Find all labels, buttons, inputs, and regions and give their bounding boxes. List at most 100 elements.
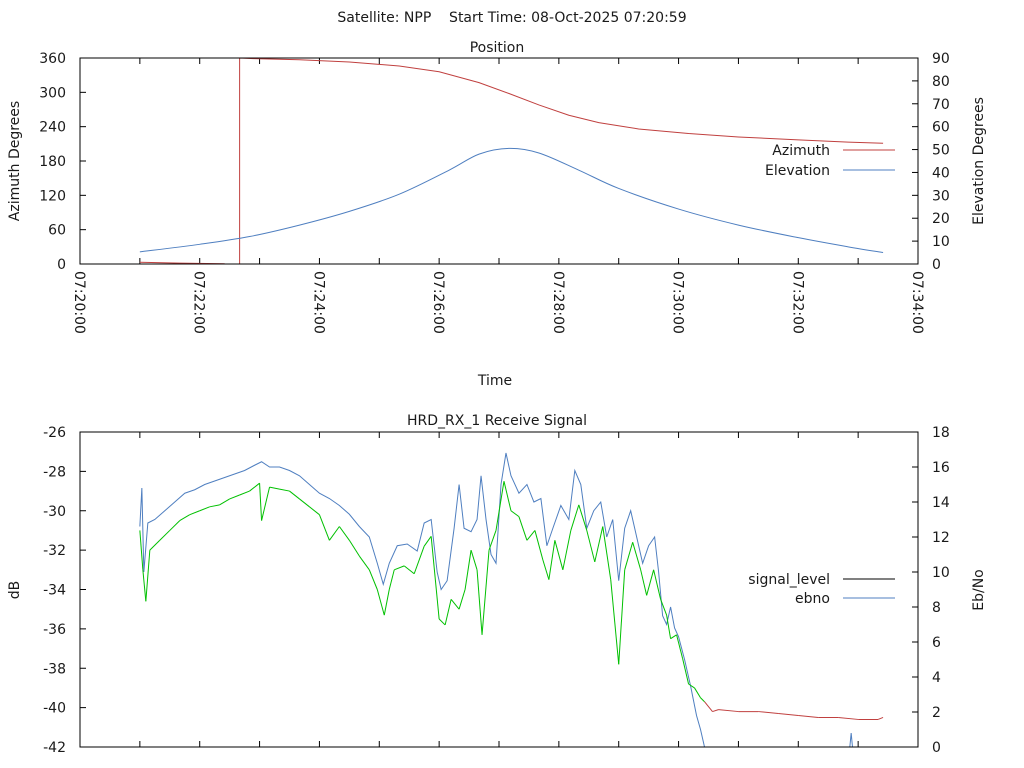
y2-tick-label: 16	[932, 460, 950, 476]
signal-level-segment	[438, 618, 446, 626]
y2-tick-label: 20	[932, 211, 950, 227]
azimuth-axis-label: Azimuth Degrees	[7, 101, 23, 221]
signal-level-segment	[554, 540, 564, 570]
y2-tick-label: 50	[932, 143, 950, 159]
receive-signal-chart: HRD_RX_1 Receive Signal dB Eb/No -42 -40 -…	[7, 413, 987, 756]
signal-level-segment	[646, 569, 655, 596]
x-tick-label: 07:26:00	[430, 271, 446, 334]
elevation-axis-label: Elevation Degrees	[971, 97, 987, 225]
signal-level-segment	[348, 540, 360, 557]
signal-level-segment	[139, 530, 144, 570]
signal-level-segment	[430, 536, 440, 620]
y-tick-label: -36	[43, 622, 66, 638]
signal-level-segment	[383, 589, 390, 616]
signal-level-segment	[758, 711, 779, 715]
signal-level-segment	[476, 569, 483, 635]
signal-level-segment	[413, 546, 425, 574]
elevation-line	[139, 147, 884, 254]
signal-level-segment	[444, 599, 452, 626]
signal-level-segment	[618, 569, 626, 665]
signal-level-segment	[368, 569, 378, 590]
y2-tick-label: 12	[932, 530, 950, 546]
signal-level-segment	[169, 520, 181, 531]
signal-level-segment	[562, 530, 572, 570]
signal-level-segment	[718, 709, 739, 713]
x-tick-label: 07:28:00	[550, 271, 566, 334]
y-tick-label: 240	[39, 120, 66, 136]
signal-level-segment	[542, 559, 550, 580]
signal-level-segment	[712, 709, 719, 713]
y2-tick-label: 4	[932, 670, 941, 686]
y2-tick-label: 8	[932, 600, 941, 616]
signal-level-segment	[632, 542, 642, 570]
azimuth-line	[239, 58, 884, 264]
signal-level-segment	[610, 579, 620, 665]
legend-label-signal-level: signal_level	[748, 572, 830, 588]
y2-tick-label: 70	[932, 97, 950, 113]
figure-title: Satellite: NPP Start Time: 08-Oct-2025 0…	[337, 10, 686, 26]
y-tick-label: -26	[43, 425, 66, 441]
signal-level-segment	[526, 530, 536, 541]
y-tick-label: -32	[43, 543, 66, 559]
signal-level-segment	[142, 569, 147, 602]
signal-level-segment	[338, 526, 350, 541]
signal-level-segment	[261, 487, 271, 521]
y2-tick-label: 90	[932, 51, 950, 67]
signal-level-segment	[495, 481, 505, 531]
signal-level-segment	[602, 526, 612, 580]
position-x-axis-label: Time	[477, 373, 512, 389]
signal-level-segment	[682, 658, 690, 685]
signal-legend: signal_level ebno	[748, 572, 895, 607]
y-tick-label: 0	[57, 257, 66, 273]
signal-level-segment	[666, 615, 672, 639]
signal-level-segment	[688, 683, 695, 689]
signal-level-segment	[548, 540, 556, 580]
y-tick-label: -28	[43, 464, 66, 480]
signal-level-segment	[534, 530, 544, 561]
position-chart-title: Position	[470, 40, 525, 56]
y-tick-label: -34	[43, 583, 66, 599]
y-tick-label: -40	[43, 701, 66, 717]
signal-level-segment	[660, 599, 668, 616]
y2-tick-label: 40	[932, 165, 950, 181]
x-tick-label: 07:32:00	[789, 271, 805, 334]
ebno-axis-label: Eb/No	[971, 569, 987, 611]
signal-plot-frame	[79, 431, 919, 748]
position-legend: Azimuth Elevation	[765, 143, 895, 179]
signal-level-segment	[358, 555, 370, 571]
x-tick-label: 07:20:00	[71, 271, 87, 334]
signal-level-segment	[423, 536, 432, 547]
signal-level-segment	[289, 490, 300, 500]
y-tick-label: -38	[43, 661, 66, 677]
azimuth-line	[139, 261, 225, 264]
signal-level-segment	[877, 717, 884, 720]
signal-level-segment	[229, 494, 240, 500]
legend-label-ebno: ebno	[795, 591, 830, 607]
y2-tick-label: 0	[932, 257, 941, 273]
y-tick-label: 300	[39, 85, 66, 101]
y-tick-label: 180	[39, 154, 66, 170]
receive-signal-chart-title: HRD_RX_1 Receive Signal	[407, 413, 587, 429]
y2-tick-label: 14	[932, 495, 950, 511]
position-plot-frame	[79, 57, 919, 265]
x-tick-label: 07:30:00	[670, 271, 686, 334]
signal-level-segment	[586, 530, 596, 563]
signal-level-segment	[798, 715, 819, 718]
signal-level-segment	[279, 488, 290, 492]
signal-level-segment	[394, 565, 405, 571]
signal-level-segment	[239, 490, 250, 496]
signal-level-segment	[464, 550, 472, 590]
signal-level-segment	[199, 506, 210, 512]
y2-tick-label: 0	[932, 740, 941, 756]
signal-level-segment	[700, 697, 705, 703]
y2-tick-label: 18	[932, 425, 950, 441]
signal-level-segment	[249, 482, 260, 492]
y2-tick-label: 10	[932, 565, 950, 581]
x-tick-label: 07:22:00	[191, 271, 207, 334]
y-tick-label: 360	[39, 51, 66, 67]
signal-level-segment	[259, 483, 263, 521]
signal-level-segment	[269, 486, 280, 490]
signal-level-segment	[594, 526, 604, 563]
y2-tick-label: 80	[932, 74, 950, 90]
signal-level-segment	[209, 504, 220, 508]
